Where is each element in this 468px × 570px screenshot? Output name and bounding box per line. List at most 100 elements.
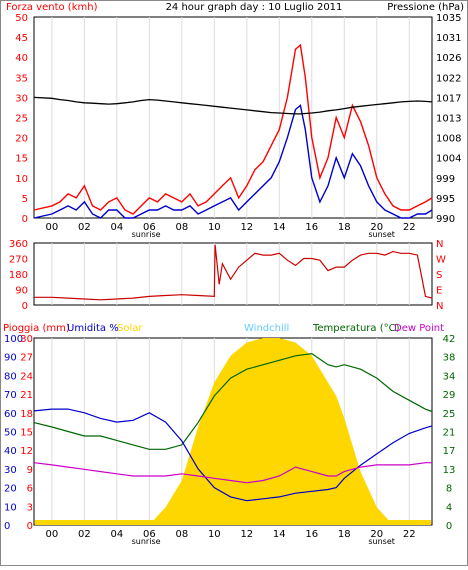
temperature-y-tick-label: 8 xyxy=(446,484,452,495)
direction-y-tick-label: 0 xyxy=(22,301,28,312)
humidity-y-tick-label: 100 xyxy=(4,334,23,345)
pressure-y-tick-label: 990 xyxy=(436,214,455,225)
humidity-y-tick-label: 40 xyxy=(4,446,17,457)
direction-y-tick-label: 90 xyxy=(15,286,28,297)
pressure-y-tick-label: 1013 xyxy=(436,114,461,125)
rain-y-tick-label: 0 xyxy=(27,521,33,532)
temperature-y-tick-label: 34 xyxy=(443,371,456,382)
humidity-y-tick-label: 60 xyxy=(4,409,17,420)
direction-y-tick-label: 180 xyxy=(9,270,28,281)
legend-rain: Pioggia (mm) xyxy=(3,323,70,334)
pressure-line xyxy=(33,96,433,115)
temperature-y-tick-label: 21 xyxy=(443,428,456,439)
x-tick-label: 20 xyxy=(370,222,383,233)
x-tick-label: 22 xyxy=(403,222,416,233)
humidity-y-tick-label: 70 xyxy=(4,390,17,401)
temperature-y-tick-label: 17 xyxy=(443,446,456,457)
pressure-axis-title: Pressione (hPa) xyxy=(387,2,464,13)
sunrise-label: sunrise xyxy=(132,537,161,546)
temperature-y-tick-label: 42 xyxy=(443,334,456,345)
wind-y-tick-label: 5 xyxy=(22,194,28,205)
wind-y-tick-label: 50 xyxy=(15,13,28,24)
wind-y-tick-label: 0 xyxy=(22,214,28,225)
wind-y-tick-label: 30 xyxy=(15,93,28,104)
legend-solar: Solar xyxy=(117,323,143,334)
rain-y-tick-label: 12 xyxy=(20,446,33,457)
rain-y-tick-label: 6 xyxy=(27,484,33,495)
wind-y-tick-label: 15 xyxy=(15,154,28,165)
wind-y-tick-label: 10 xyxy=(15,174,28,185)
x-tick-label: 14 xyxy=(273,529,286,540)
pressure-y-tick-label: 1017 xyxy=(436,93,461,104)
wind-y-tick-label: 40 xyxy=(15,53,28,64)
x-tick-label: 10 xyxy=(208,529,221,540)
panel-frame-1 xyxy=(33,242,433,306)
sunrise-label: sunrise xyxy=(132,230,161,239)
bottom-legend: Pioggia (mm) xyxy=(3,323,70,334)
x-tick-label: 18 xyxy=(338,222,351,233)
humidity-y-tick-label: 10 xyxy=(4,502,17,513)
x-tick-label: 12 xyxy=(240,529,253,540)
compass-tick-label: N xyxy=(436,301,443,312)
dewpoint-line xyxy=(33,462,432,484)
wind-gust-line xyxy=(33,104,433,219)
x-tick-label: 00 xyxy=(46,529,59,540)
panel-frame-0 xyxy=(33,16,433,219)
wind-y-tick-label: 35 xyxy=(15,73,28,84)
humidity-line xyxy=(33,408,433,502)
pressure-y-tick-label: 1026 xyxy=(436,53,461,64)
temperature-y-tick-label: 29 xyxy=(443,390,456,401)
x-tick-label: 10 xyxy=(208,222,221,233)
humidity-y-tick-label: 0 xyxy=(4,521,10,532)
x-tick-label: 20 xyxy=(370,529,383,540)
wind-y-tick-label: 20 xyxy=(15,134,28,145)
wind-axis-title: Forza vento (kmh) xyxy=(6,2,98,13)
legend-dewpoint: Dew Point xyxy=(394,323,444,334)
x-tick-label: 04 xyxy=(110,529,123,540)
rain-y-tick-label: 30 xyxy=(20,334,33,345)
sunset-label: sunset xyxy=(368,537,395,546)
solar-baseline xyxy=(35,520,431,525)
humidity-y-tick-label: 20 xyxy=(4,484,17,495)
x-tick-label: 16 xyxy=(305,222,318,233)
rain-y-tick-label: 18 xyxy=(20,409,33,420)
wind-y-tick-label: 25 xyxy=(15,114,28,125)
temperature-y-tick-label: 25 xyxy=(443,409,456,420)
wind-speed-line xyxy=(33,43,433,215)
sunset-label: sunset xyxy=(368,230,395,239)
pressure-y-tick-label: 1031 xyxy=(436,33,461,44)
humidity-y-tick-label: 90 xyxy=(4,353,17,364)
humidity-y-tick-label: 50 xyxy=(4,428,17,439)
x-tick-label: 02 xyxy=(78,529,91,540)
x-tick-label: 02 xyxy=(78,222,91,233)
x-tick-label: 06 xyxy=(143,529,156,540)
humidity-y-tick-label: 80 xyxy=(4,371,17,382)
x-tick-label: 06 xyxy=(143,222,156,233)
x-tick-label: 22 xyxy=(403,529,416,540)
rain-y-tick-label: 3 xyxy=(27,502,33,513)
legend-solar-text: Solar xyxy=(117,323,143,334)
temperature-y-tick-label: 0 xyxy=(446,521,452,532)
compass-tick-label: W xyxy=(436,255,446,266)
legend-humidity-text: Umidita % xyxy=(67,323,119,334)
x-tick-label: 08 xyxy=(175,529,188,540)
x-tick-label: 14 xyxy=(273,222,286,233)
x-tick-label: 18 xyxy=(338,529,351,540)
humidity-y-tick-label: 30 xyxy=(4,465,17,476)
x-tick-label: 04 xyxy=(110,222,123,233)
legend-temperature-text: Temperatura (°C) xyxy=(312,323,400,334)
direction-y-tick-label: 360 xyxy=(9,239,28,250)
x-tick-label: 00 xyxy=(46,222,59,233)
compass-tick-label: S xyxy=(436,270,442,281)
wind-direction-line xyxy=(34,244,433,301)
rain-y-tick-label: 27 xyxy=(20,353,33,364)
chart-title: 24 hour graph day : 10 Luglio 2011 xyxy=(166,2,343,13)
temperature-line xyxy=(33,352,433,450)
rain-y-tick-label: 21 xyxy=(20,390,33,401)
pressure-y-tick-label: 995 xyxy=(436,194,455,205)
solar-area xyxy=(34,338,432,525)
x-tick-label: 12 xyxy=(240,222,253,233)
